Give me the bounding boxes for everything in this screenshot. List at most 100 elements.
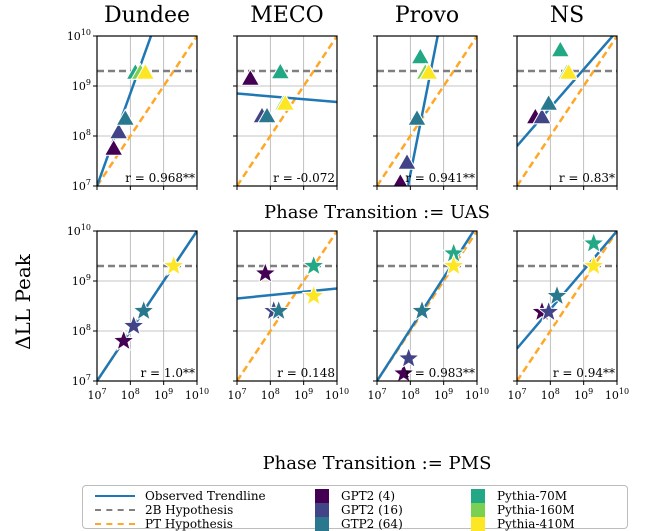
panel-frame: [236, 230, 338, 382]
point-gtp2-64: [538, 93, 559, 111]
x-tick-label: 109: [574, 387, 593, 402]
panel-provo-uas: r = 0.941**: [373, 35, 478, 190]
point-gtp2-64: [410, 298, 434, 322]
panel-meco-pms: r = 0.148 107 108 109 1010: [227, 230, 349, 402]
panel-plot-area: [377, 231, 477, 381]
x-tick-label: 108: [541, 387, 560, 402]
panel-ns-uas: r = 0.83*: [513, 35, 618, 190]
observed-trendline: [517, 231, 617, 350]
point-gtp2-64: [131, 298, 156, 322]
legend-item-gpt2-16: GPT2 (16): [315, 503, 403, 517]
point-pythia-70m: [550, 39, 571, 58]
legend-item-pt-hypothesis: PT Hypothesis: [95, 517, 233, 531]
panel-frame: [96, 230, 198, 382]
observed-trendline: [97, 231, 197, 381]
x-tick-label: 107: [87, 387, 106, 402]
column-title-meco: MECO: [250, 3, 323, 28]
y-axis-label: ΔLL Peak: [11, 253, 35, 350]
point-pythia-410m: [161, 253, 186, 277]
observed-trendline: [517, 36, 615, 147]
correlation-label: r = 0.148: [277, 366, 335, 380]
point-gtp2-64: [266, 298, 291, 322]
2b-hypothesis-swatch: [95, 509, 135, 511]
point-gpt2-16: [397, 152, 417, 170]
panel-dundee-uas: r = 0.968** 107 108 109 1010: [67, 28, 198, 193]
observed-trendline: [237, 287, 337, 300]
column-title-provo: Provo: [395, 3, 459, 28]
legend-label-gpt2-4: GPT2 (4): [341, 489, 396, 503]
point-pythia-410m: [135, 62, 156, 80]
panel-plot-area: [97, 36, 197, 186]
point-gpt2-16: [108, 121, 129, 140]
pt-hypothesis-line: [517, 36, 617, 186]
point-gpt2-4: [253, 261, 278, 284]
legend-item-2b-hypothesis: 2B Hypothesis: [95, 503, 233, 517]
panel-dundee-pms: r = 1.0** 107 108 109 1010 107 108 109 1010: [67, 223, 209, 402]
observed-trendline: [406, 36, 439, 186]
panels-group: Dundee MECO Provo NS r = 0.968** 107 108 109 101…: [67, 3, 629, 474]
panel-plot-area: [517, 36, 617, 186]
point-gpt2-4: [240, 68, 261, 86]
y-tick-label: 107: [72, 178, 91, 193]
legend-item-gtp2-64: GTP2 (64): [315, 517, 403, 531]
point-gpt2-4: [392, 172, 409, 186]
x-tick-label: 108: [121, 387, 140, 402]
legend-item-pythia-410m: Pythia-410M: [471, 517, 575, 531]
point-gtp2-64: [407, 108, 427, 126]
row-title-pms: Phase Transition := PMS: [263, 453, 492, 474]
point-pythia-70m: [301, 253, 326, 277]
point-pythia-410m: [275, 93, 296, 111]
pythia-410m-swatch: [471, 517, 485, 531]
panel-ns-pms: r = 0.94** 107 108 109 1010: [507, 230, 629, 402]
column-title-ns: NS: [550, 3, 584, 28]
y-tick-label: 1010: [67, 28, 91, 43]
x-tick-label: 1010: [605, 387, 629, 402]
panel-frame: [376, 35, 478, 187]
correlation-label: r = 0.94**: [553, 366, 615, 380]
point-pythia-410m: [441, 253, 466, 277]
point-gpt2-16: [532, 106, 552, 125]
panel-plot-area: [97, 231, 197, 381]
point-gtp2-64: [545, 283, 569, 307]
panel-plot-area: [237, 36, 337, 186]
x-tick-label: 108: [261, 387, 280, 402]
legend-label-gtp2-64: GTP2 (64): [341, 517, 403, 531]
pt-hypothesis-line: [237, 231, 337, 381]
pt-hypothesis-line: [517, 231, 617, 381]
legend-label-observed-trendline: Observed Trendline: [145, 489, 266, 503]
point-pythia-70m: [270, 61, 291, 80]
panel-frame: [516, 35, 618, 187]
y-tick-label: 1010: [67, 223, 91, 238]
point-pythia-410m: [301, 283, 326, 307]
point-pythia-410m: [418, 62, 439, 80]
point-pythia-70m: [410, 46, 431, 65]
correlation-label: r = 1.0**: [140, 366, 195, 380]
y-tick-label: 108: [72, 323, 91, 338]
pt-hypothesis-swatch: [95, 523, 135, 525]
x-tick-label: 1010: [465, 387, 489, 402]
panel-frame: [96, 35, 198, 187]
point-pythia-410m: [581, 253, 606, 277]
row-title-uas: Phase Transition := UAS: [264, 202, 490, 223]
point-gpt2-4: [391, 361, 416, 381]
x-tick-label: 107: [367, 387, 386, 402]
y-tick-label: 108: [72, 128, 91, 143]
legend-label-2b-hypothesis: 2B Hypothesis: [145, 503, 234, 517]
x-tick-label: 108: [401, 387, 420, 402]
pt-hypothesis-line: [377, 231, 477, 381]
x-tick-label: 107: [507, 387, 526, 402]
gtp2-64-swatch: [315, 517, 329, 531]
correlation-label: r = 0.968**: [125, 171, 195, 185]
gpt2-16-swatch: [315, 503, 329, 517]
panel-frame: [516, 230, 618, 382]
pythia-70m-swatch: [471, 489, 485, 503]
panel-meco-uas: r = -0.072: [233, 35, 338, 190]
y-tick-label: 109: [72, 78, 91, 93]
pt-hypothesis-line: [377, 36, 477, 186]
legend-item-observed-trendline: Observed Trendline: [95, 489, 266, 503]
correlation-label: r = 0.83*: [559, 171, 615, 185]
point-gpt2-16: [121, 313, 146, 337]
panel-plot-area: [377, 36, 477, 186]
x-tick-label: 109: [154, 387, 173, 402]
